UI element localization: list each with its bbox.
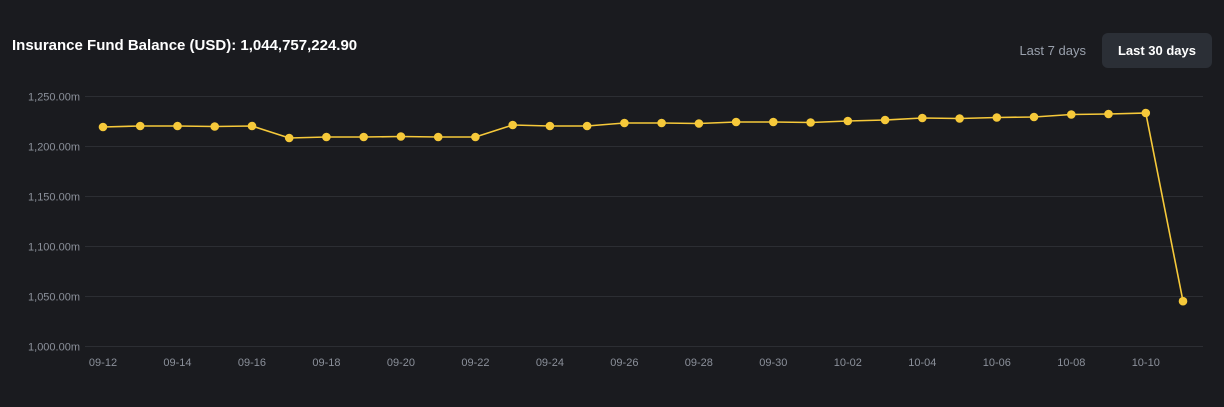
data-point [98,122,108,132]
x-axis: 09-12 09-14 09-16 09-18 09-20 09-22 09-24 09-26… [89,357,1160,369]
time-range-selector: Last 7 days Last 30 days [1003,33,1212,68]
data-point [1104,109,1113,119]
x-tick-label: 09-24 [536,357,564,369]
data-point [433,132,443,142]
data-point [545,121,555,131]
y-tick-label: 1,050.00m [28,292,80,304]
data-point [1178,296,1188,306]
x-tick-label: 09-20 [387,357,415,369]
data-point [918,113,927,123]
data-point [1067,110,1076,119]
data-point [694,119,704,128]
x-tick-label: 09-12 [89,357,117,369]
y-tick-label: 1,200.00m [28,142,80,154]
x-tick-label: 10-04 [908,357,936,369]
y-tick-label: 1,250.00m [28,92,80,104]
data-point [806,118,815,127]
x-tick-label: 09-28 [685,357,713,369]
x-tick-label: 10-06 [983,357,1011,369]
y-tick-label: 1,000.00m [28,342,80,354]
x-tick-label: 09-30 [759,357,787,369]
data-point [247,121,257,131]
data-point [508,120,517,130]
data-point [359,132,369,142]
data-point [955,114,964,123]
data-point [843,116,853,126]
chart-title: Insurance Fund Balance (USD): 1,044,757,… [12,37,358,54]
x-tick-label: 10-10 [1132,357,1160,369]
grid-lines [85,96,1203,347]
x-tick-label: 09-26 [610,357,638,369]
data-point [1141,108,1151,118]
x-tick-label: 09-22 [461,357,489,369]
data-point [1029,112,1039,122]
y-tick-label: 1,150.00m [28,192,80,204]
data-point [657,118,666,128]
data-point [173,121,182,131]
data-point [880,115,890,125]
series-line [102,112,1184,303]
series-balance [98,108,1188,306]
data-point [322,132,331,142]
x-tick-label: 09-18 [312,357,340,369]
x-tick-label: 10-02 [834,357,862,369]
x-tick-label: 09-14 [163,357,191,369]
y-axis: 1,000.00m 1,050.00m 1,100.00m 1,150.00m 1,20… [28,92,80,354]
data-point [620,118,629,128]
data-point [135,121,145,131]
data-point [471,132,480,142]
data-point [769,117,778,127]
x-tick-label: 09-16 [238,357,266,369]
data-point [396,132,406,141]
data-point [284,133,294,143]
x-tick-label: 10-08 [1057,357,1085,369]
data-point [210,122,219,131]
data-point [731,117,741,127]
last-30-days-button[interactable]: Last 30 days [1101,33,1212,68]
last-7-days-button[interactable]: Last 7 days [1019,43,1086,58]
y-tick-label: 1,100.00m [28,242,80,254]
data-point [992,113,1002,122]
data-point [582,121,592,131]
